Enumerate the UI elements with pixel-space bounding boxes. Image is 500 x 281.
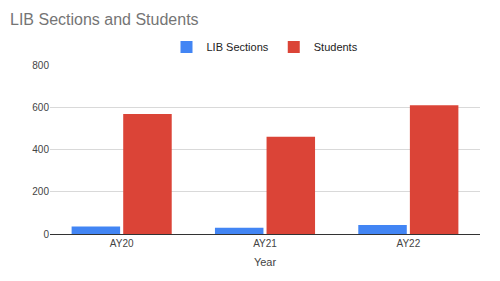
svg-text:LIB Sections: LIB Sections (207, 41, 269, 53)
svg-text:400: 400 (32, 144, 49, 155)
svg-text:AY21: AY21 (253, 238, 277, 249)
svg-text:800: 800 (32, 60, 49, 71)
svg-text:LIB Sections and Students: LIB Sections and Students (10, 11, 199, 28)
svg-text:Students: Students (314, 41, 358, 53)
svg-text:Year: Year (254, 256, 277, 268)
svg-text:200: 200 (32, 186, 49, 197)
svg-text:AY22: AY22 (396, 238, 420, 249)
svg-text:0: 0 (43, 229, 49, 240)
svg-text:AY20: AY20 (110, 238, 134, 249)
svg-text:600: 600 (32, 102, 49, 113)
